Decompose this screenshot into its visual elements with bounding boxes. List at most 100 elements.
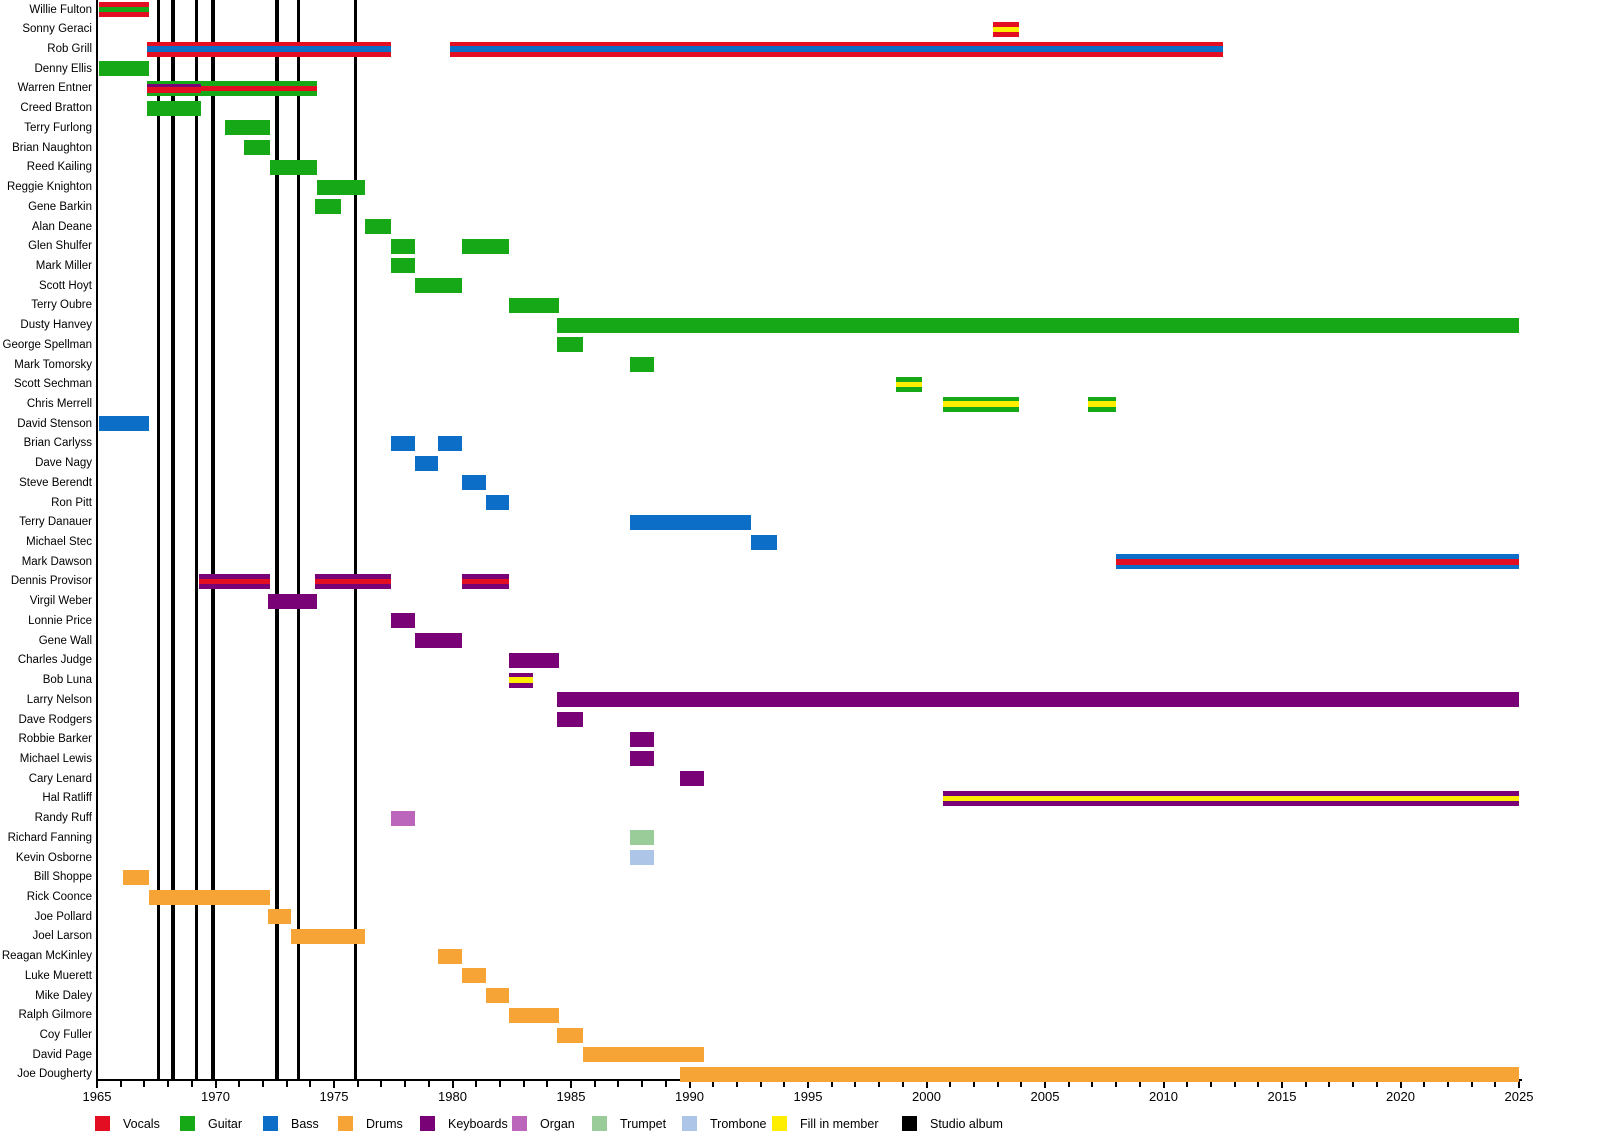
member-bar [556, 317, 1519, 333]
member-bar [149, 889, 270, 905]
member-label: David Stenson [17, 417, 92, 430]
album-swatch [902, 1116, 917, 1131]
member-bar [390, 435, 415, 451]
member-bar [943, 790, 1519, 806]
member-label: Richard Fanning [7, 831, 92, 844]
member-label: Rick Coonce [26, 891, 92, 903]
member-bar [414, 455, 439, 471]
legend: Vocals Guitar Bass Drums Keyboards Organ Trump… [0, 1115, 1600, 1137]
member-bar [390, 810, 415, 826]
member-bar [630, 830, 654, 846]
axis-tick [1518, 1081, 1520, 1088]
member-label: Charles Judge [17, 654, 92, 667]
member-label: Creed Bratton [20, 102, 92, 115]
axis-tick [404, 1081, 407, 1087]
guitar-swatch [180, 1116, 195, 1131]
bass-stripe [146, 46, 391, 52]
member-bar [270, 159, 318, 175]
vocals-stripe [1116, 559, 1519, 565]
member-bar [582, 1047, 704, 1063]
axis-tick-label: 1990 [675, 1089, 704, 1104]
axis-tick-label: 1985 [556, 1089, 586, 1104]
bass-swatch [263, 1116, 278, 1131]
axis-tick [1281, 1081, 1283, 1088]
axis-tick [1115, 1081, 1118, 1087]
axis-tick [546, 1081, 549, 1087]
member-label: Dave Nagy [35, 457, 92, 470]
axis-tick [1375, 1081, 1378, 1087]
member-bar [630, 514, 752, 530]
member-label: Steve Berendt [19, 476, 92, 489]
vocals-stripe [146, 87, 202, 93]
member-bar [509, 652, 560, 668]
legend-label: Drums [366, 1117, 403, 1131]
studio-album-line [353, 0, 358, 1079]
member-bar [438, 435, 462, 451]
member-bar [556, 1027, 583, 1043]
member-bar [224, 120, 270, 136]
member-bar [485, 495, 510, 511]
member-label: George Spellman [2, 338, 93, 351]
member-name-column: Willie Fulton Sonny Geraci Rob Grill Denny … [0, 0, 93, 1081]
member-label: Terry Oubre [31, 299, 92, 312]
member-bar [99, 2, 150, 18]
axis-tick-label: 2010 [1149, 1089, 1178, 1104]
axis-tick [925, 1081, 928, 1088]
axis-tick [1067, 1081, 1070, 1087]
axis-tick [735, 1081, 738, 1087]
y-axis-spine [96, 0, 98, 1081]
axis-tick [1352, 1081, 1355, 1087]
axis-tick-label: 2015 [1267, 1089, 1297, 1104]
member-label: Mark Dawson [21, 555, 92, 568]
axis-tick [1091, 1081, 1094, 1087]
member-bar [146, 100, 202, 116]
member-bar [317, 179, 365, 195]
axis-tick [1423, 1081, 1426, 1087]
member-bar [315, 573, 391, 589]
legend-label: Fill in member [800, 1117, 879, 1131]
studio-album-line [275, 0, 279, 1079]
timeline-plot-area [97, 0, 1521, 1082]
member-label: Terry Furlong [24, 121, 92, 134]
legend-label: Trombone [710, 1117, 767, 1131]
axis-tick [1044, 1081, 1046, 1088]
axis-tick [522, 1081, 525, 1087]
member-bar [146, 41, 391, 57]
axis-tick [617, 1081, 620, 1087]
member-label: Scott Hoyt [38, 279, 92, 292]
member-bar [461, 238, 510, 254]
axis-tick [261, 1081, 264, 1087]
fill-stripe [509, 677, 534, 683]
axis-tick [996, 1081, 999, 1087]
member-label: Willie Fulton [29, 3, 92, 16]
member-bar [751, 534, 778, 550]
axis-tick [475, 1081, 478, 1087]
organ-swatch [512, 1116, 527, 1131]
member-label: Hal Ratliff [42, 792, 92, 805]
member-label: Lonnie Price [28, 614, 92, 627]
member-bar [680, 1066, 1519, 1082]
x-axis: 1965 1970 1975 1980 1985 1990 1995 2000 2005 2010… [83, 1081, 1533, 1111]
member-bar [315, 199, 342, 215]
axis-tick [285, 1081, 288, 1087]
member-bar [680, 771, 704, 787]
member-bar [267, 593, 318, 609]
member-label: Dave Rodgers [18, 713, 92, 726]
member-label: Brian Naughton [12, 141, 92, 154]
axis-tick [356, 1081, 359, 1087]
vocals-stripe [198, 578, 270, 585]
member-bar [390, 258, 415, 274]
trumpet-swatch [592, 1116, 607, 1131]
axis-tick [1399, 1081, 1402, 1088]
member-bar [1087, 396, 1117, 412]
member-label: Reggie Knighton [6, 181, 92, 194]
axis-tick [333, 1081, 335, 1088]
fill-stripe [943, 795, 1519, 802]
member-label: Ron Pitt [51, 496, 92, 509]
member-label: Larry Nelson [26, 693, 92, 706]
axis-tick [1020, 1081, 1023, 1087]
member-label: Ralph Gilmore [18, 1009, 93, 1022]
legend-label: Bass [291, 1117, 319, 1131]
member-label: Cary Lenard [28, 772, 92, 785]
